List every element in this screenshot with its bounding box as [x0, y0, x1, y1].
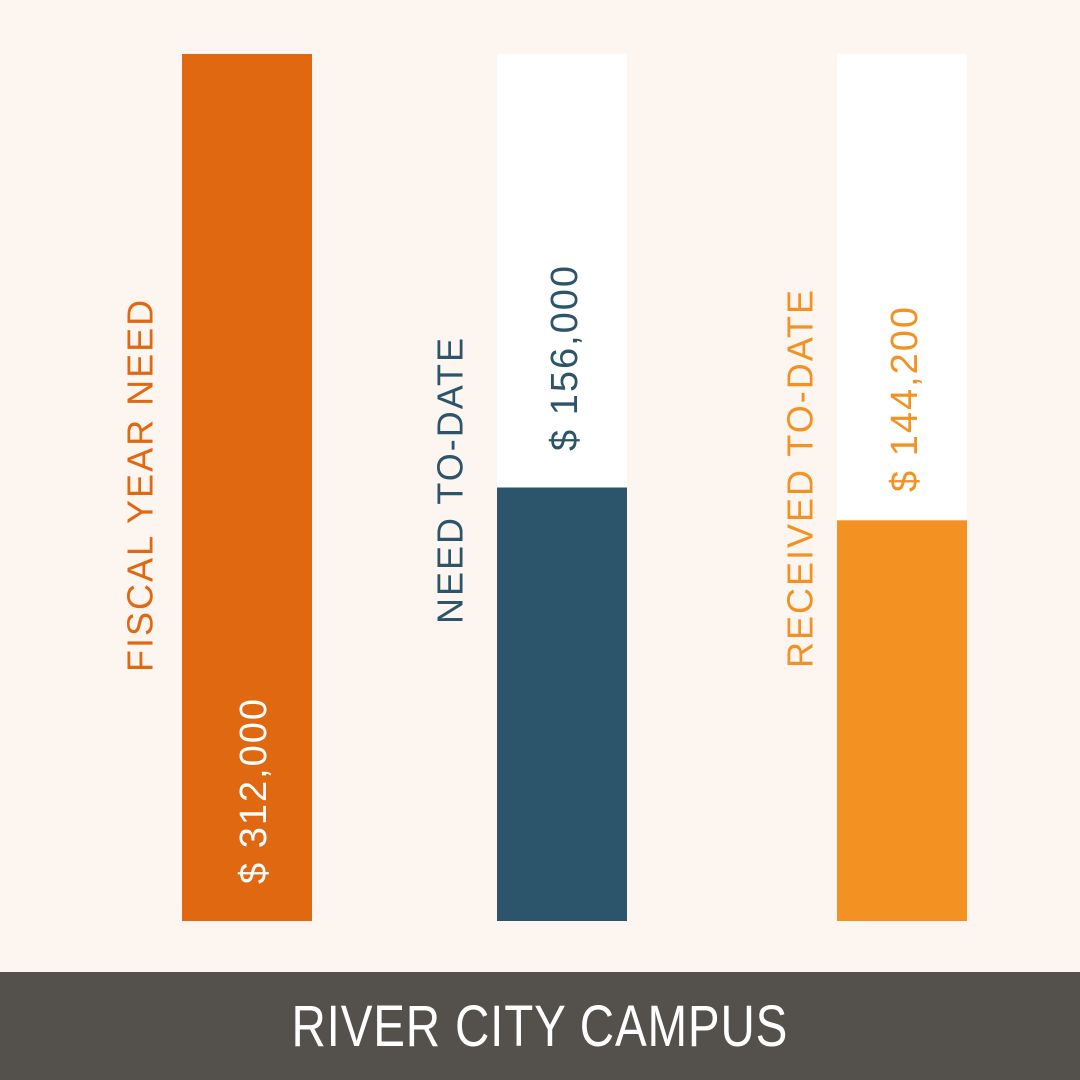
value-label-fiscal-year-need: $ 312,000 — [233, 697, 275, 884]
value-label-received-to-date: $ 144,200 — [884, 305, 926, 492]
bar-chart: FISCAL YEAR NEED $ 312,000 NEED TO-DATE $ 1… — [120, 54, 967, 921]
campus-title: RIVER CITY CAMPUS — [291, 993, 789, 1059]
footer-banner: RIVER CITY CAMPUS — [0, 972, 1080, 1080]
category-label-need-to-date: NEED TO-DATE — [430, 336, 471, 624]
bar-received-to-date — [837, 520, 967, 921]
value-label-need-to-date: $ 156,000 — [544, 264, 586, 451]
bar-need-to-date — [497, 487, 627, 921]
bar-fiscal-year-need — [182, 54, 312, 921]
category-label-fiscal-year-need: FISCAL YEAR NEED — [120, 298, 161, 672]
category-label-received-to-date: RECEIVED TO-DATE — [780, 288, 821, 668]
